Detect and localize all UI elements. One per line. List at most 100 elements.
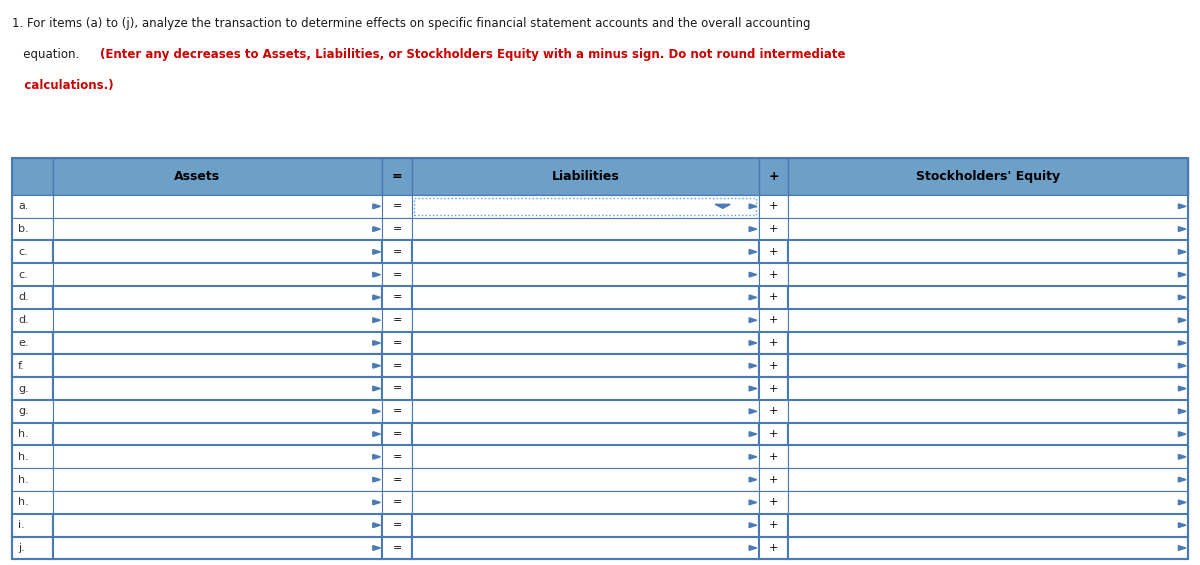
Bar — [12, 332, 53, 354]
Text: c.: c. — [18, 270, 28, 280]
Bar — [758, 400, 788, 423]
Bar — [53, 491, 383, 514]
Bar — [758, 263, 788, 286]
Polygon shape — [749, 500, 757, 505]
Polygon shape — [1178, 546, 1186, 550]
Text: h.: h. — [18, 475, 29, 485]
Text: c.: c. — [18, 247, 28, 257]
Bar — [788, 491, 1188, 514]
Bar — [758, 468, 788, 491]
Text: (Enter any decreases to Assets, Liabilities, or Stockholders Equity with a minus: (Enter any decreases to Assets, Liabilit… — [100, 48, 845, 61]
Bar — [53, 514, 383, 537]
Bar — [758, 423, 788, 445]
Text: Stockholders' Equity: Stockholders' Equity — [916, 170, 1060, 183]
Bar — [758, 354, 788, 377]
Text: h.: h. — [18, 452, 29, 462]
Polygon shape — [1178, 341, 1186, 345]
Polygon shape — [1178, 523, 1186, 528]
Bar — [412, 218, 758, 241]
Bar — [53, 468, 383, 491]
Bar — [788, 537, 1188, 559]
Polygon shape — [1178, 250, 1186, 254]
Polygon shape — [1178, 454, 1186, 459]
Bar — [412, 537, 758, 559]
Polygon shape — [373, 227, 380, 232]
Bar — [412, 423, 758, 445]
Bar — [788, 354, 1188, 377]
Bar — [383, 491, 412, 514]
Bar — [12, 158, 1188, 559]
Text: +: + — [769, 520, 778, 530]
Polygon shape — [1178, 432, 1186, 436]
Bar — [788, 158, 1188, 195]
Bar — [53, 445, 383, 468]
Bar — [758, 491, 788, 514]
Bar — [12, 354, 53, 377]
Text: +: + — [769, 201, 778, 211]
Text: g.: g. — [18, 384, 29, 394]
Bar — [414, 198, 756, 215]
Bar — [383, 354, 412, 377]
Polygon shape — [373, 204, 380, 208]
Bar — [788, 263, 1188, 286]
Polygon shape — [373, 477, 380, 482]
Bar — [412, 263, 758, 286]
Bar — [788, 286, 1188, 309]
Text: i.: i. — [18, 520, 25, 530]
Text: h.: h. — [18, 497, 29, 507]
Text: Assets: Assets — [174, 170, 221, 183]
Bar — [12, 400, 53, 423]
Bar — [383, 468, 412, 491]
Bar — [758, 537, 788, 559]
Text: =: = — [392, 543, 402, 553]
Bar — [412, 309, 758, 332]
Bar — [412, 354, 758, 377]
Bar — [383, 537, 412, 559]
Bar — [383, 400, 412, 423]
Polygon shape — [749, 204, 757, 208]
Polygon shape — [373, 341, 380, 345]
Text: +: + — [769, 270, 778, 280]
Bar — [758, 241, 788, 263]
Bar — [412, 241, 758, 263]
Text: 1. For items (a) to (j), analyze the transaction to determine effects on specifi: 1. For items (a) to (j), analyze the tra… — [12, 17, 810, 30]
Bar — [788, 514, 1188, 537]
Polygon shape — [373, 500, 380, 505]
Bar — [758, 195, 788, 218]
Bar — [412, 332, 758, 354]
Polygon shape — [373, 454, 380, 459]
Bar — [758, 332, 788, 354]
Polygon shape — [1178, 227, 1186, 232]
Bar — [758, 309, 788, 332]
Text: equation.: equation. — [12, 48, 83, 61]
Text: =: = — [392, 270, 402, 280]
Text: g.: g. — [18, 406, 29, 416]
Bar — [412, 377, 758, 400]
Polygon shape — [749, 546, 757, 550]
Polygon shape — [1178, 386, 1186, 391]
Bar — [788, 218, 1188, 241]
Polygon shape — [373, 523, 380, 528]
Bar — [12, 423, 53, 445]
Polygon shape — [749, 318, 757, 323]
Bar — [412, 514, 758, 537]
Text: +: + — [769, 224, 778, 234]
Polygon shape — [373, 295, 380, 300]
Bar — [53, 263, 383, 286]
Text: =: = — [392, 315, 402, 325]
Polygon shape — [373, 318, 380, 323]
Bar — [758, 218, 788, 241]
Bar — [53, 158, 383, 195]
Text: +: + — [768, 170, 779, 183]
Bar — [12, 218, 53, 241]
Text: +: + — [769, 360, 778, 371]
Bar — [788, 332, 1188, 354]
Bar — [12, 537, 53, 559]
Text: =: = — [392, 338, 402, 348]
Polygon shape — [749, 250, 757, 254]
Text: +: + — [769, 293, 778, 302]
Text: +: + — [769, 452, 778, 462]
Bar — [12, 286, 53, 309]
Bar — [53, 537, 383, 559]
Bar — [758, 158, 788, 195]
